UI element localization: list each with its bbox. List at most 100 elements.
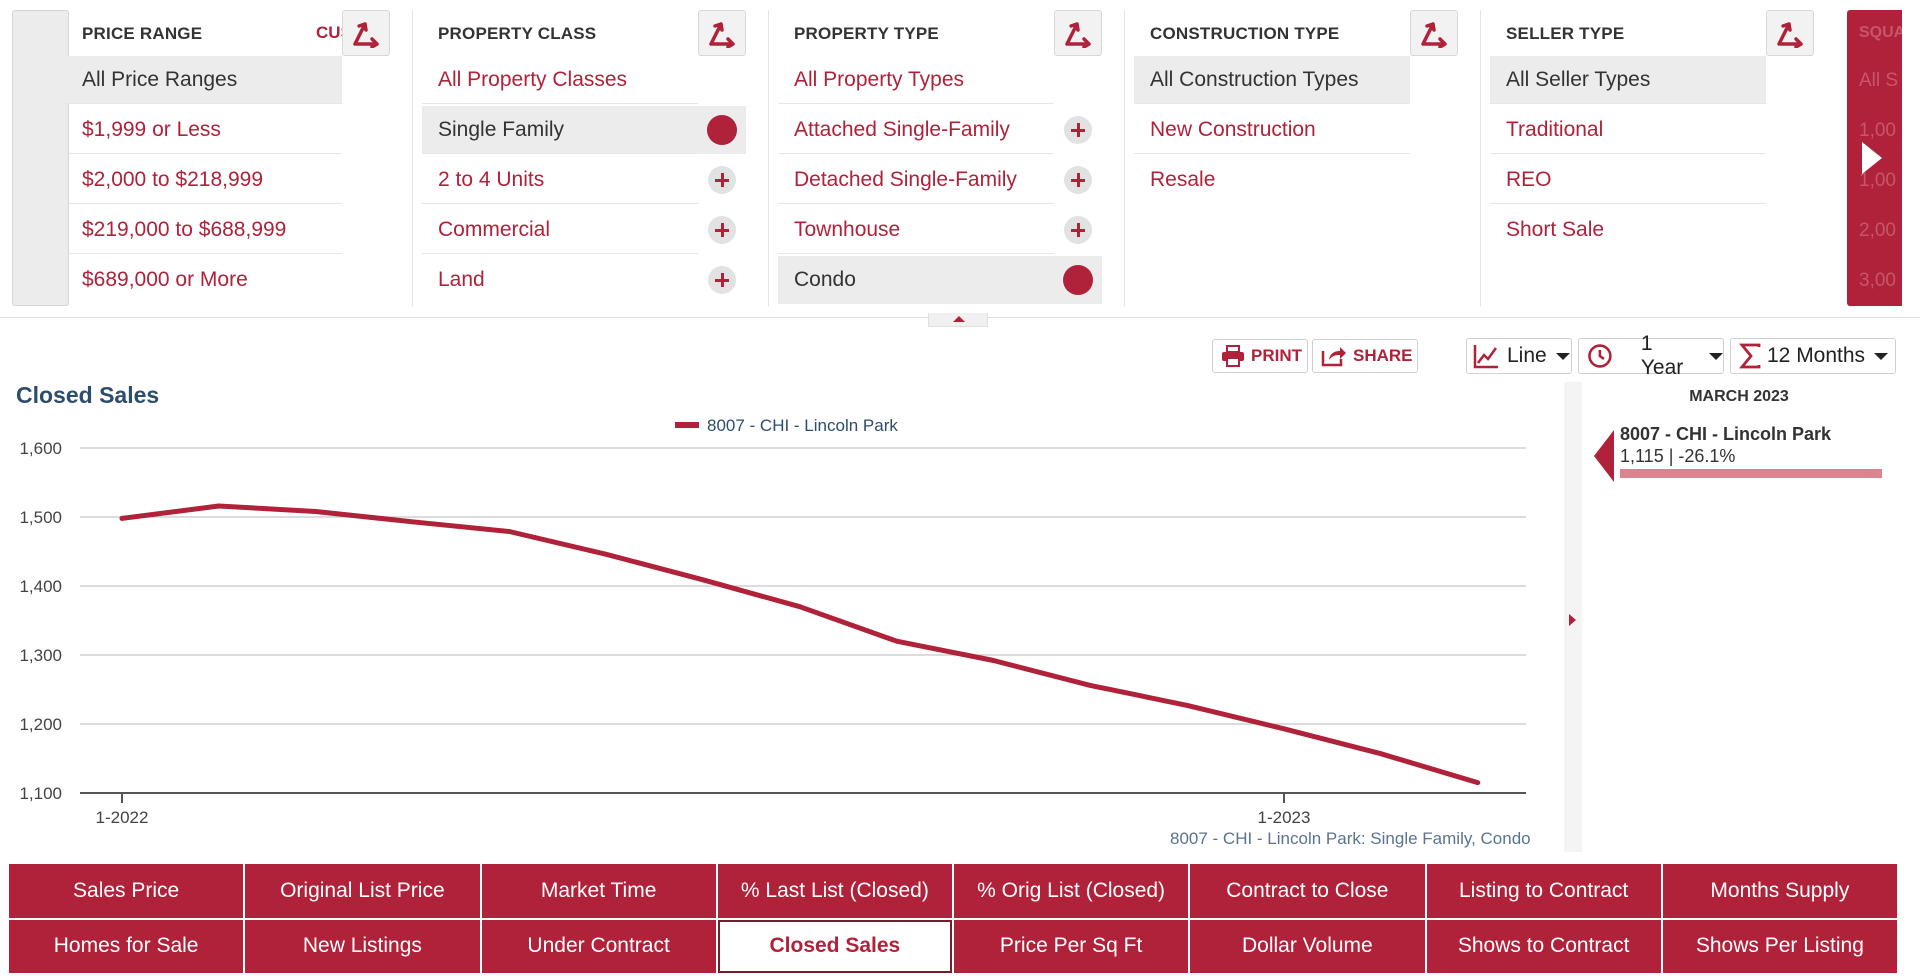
chart-type-dropdown[interactable]: Line (1466, 338, 1572, 374)
data-point[interactable] (119, 515, 125, 521)
add-filter-button[interactable] (698, 206, 746, 254)
filter-option[interactable]: $2,000 to $218,999 (66, 156, 342, 204)
filter-option[interactable]: New Construction (1134, 106, 1410, 154)
seller-type-sort-button[interactable] (1766, 10, 1814, 56)
metric-button[interactable]: Dollar Volume (1190, 919, 1425, 973)
filter-scroll-left-handle[interactable] (12, 10, 69, 306)
partial-column-option: All S (1859, 70, 1899, 91)
chart-legend[interactable]: 8007 - CHI - Lincoln Park (675, 416, 898, 435)
metric-button[interactable]: % Orig List (Closed) (954, 864, 1189, 918)
partial-column-title: SQUA (1859, 24, 1902, 41)
collapse-filters-button[interactable] (928, 313, 988, 327)
metric-button[interactable]: Market Time (481, 864, 716, 918)
metric-button[interactable]: Listing to Contract (1426, 864, 1661, 918)
chart-series (119, 503, 1481, 786)
data-point[interactable] (797, 604, 803, 610)
data-point[interactable] (410, 519, 415, 525)
plus-circle-icon (1064, 166, 1092, 194)
filter-option[interactable]: Resale (1150, 168, 1216, 191)
add-filter-button[interactable] (1054, 206, 1102, 254)
aggregation-value: 12 Months (1767, 344, 1866, 367)
series-line[interactable] (119, 503, 1481, 786)
filter-option[interactable]: Single Family (422, 106, 698, 154)
filter-option[interactable]: Condo (778, 256, 1054, 304)
print-button[interactable]: PRINT (1212, 339, 1308, 373)
filter-option[interactable]: $689,000 or More (82, 268, 248, 291)
x-axis: 1-2022 1-2023 (80, 792, 1526, 827)
chevron-right-icon[interactable] (1862, 142, 1882, 174)
filter-option[interactable]: 2 to 4 Units (422, 156, 698, 204)
price-range-sort-button[interactable] (342, 10, 390, 56)
property-class-sort-button[interactable] (698, 10, 746, 56)
detail-color-bar (1620, 469, 1882, 478)
data-point[interactable] (506, 529, 512, 534)
chevron-right-icon (1569, 614, 1576, 626)
metric-button[interactable]: Closed Sales (717, 919, 952, 973)
period-dropdown[interactable]: 1 Year (1578, 332, 1724, 379)
period-value: 1 Year (1640, 332, 1684, 379)
chevron-down-icon (1555, 352, 1570, 360)
filter-option[interactable]: Land (438, 268, 485, 291)
y-tick-label: 1,100 (19, 784, 62, 803)
metric-button[interactable]: % Last List (Closed) (717, 864, 952, 918)
data-point[interactable] (313, 509, 319, 514)
metric-button[interactable]: Months Supply (1662, 864, 1897, 918)
data-point[interactable] (700, 577, 706, 583)
y-tick-label: 1,500 (19, 508, 62, 527)
filter-option[interactable]: All Property Types (778, 56, 1054, 104)
sort-arrows-icon (1421, 22, 1447, 48)
metric-button[interactable]: Price Per Sq Ft (954, 919, 1189, 973)
partial-column-option: 1,00 (1859, 170, 1896, 191)
filter-option[interactable]: All Price Ranges (66, 56, 342, 104)
sort-arrows-icon (353, 22, 379, 48)
chart-grid (80, 447, 1526, 725)
metric-button[interactable]: Shows to Contract (1426, 919, 1661, 973)
property-type-sort-button[interactable] (1054, 10, 1102, 56)
construction-type-sort-button[interactable] (1410, 10, 1458, 56)
filter-option[interactable]: Townhouse (778, 206, 1054, 254)
metric-button[interactable]: Homes for Sale (9, 919, 244, 973)
filter-option[interactable]: Commercial (422, 206, 698, 254)
metric-button[interactable]: New Listings (245, 919, 480, 973)
add-filter-button[interactable] (698, 156, 746, 204)
data-point[interactable] (1184, 702, 1190, 708)
data-point[interactable] (991, 658, 996, 663)
filter-option[interactable]: $219,000 to $688,999 (66, 206, 342, 254)
add-filter-button[interactable] (698, 256, 746, 304)
filter-option[interactable]: $1,999 or Less (66, 106, 342, 154)
data-point[interactable] (216, 503, 222, 509)
data-point[interactable] (603, 551, 609, 557)
metric-button[interactable]: Original List Price (245, 864, 480, 918)
filter-option[interactable]: All Construction Types (1134, 56, 1410, 104)
selected-marker[interactable] (1054, 256, 1102, 304)
metric-button[interactable]: Contract to Close (1190, 864, 1425, 918)
add-filter-button[interactable] (1054, 106, 1102, 154)
chart-title: Closed Sales (16, 382, 160, 408)
filter-option[interactable]: Detached Single-Family (778, 156, 1054, 204)
plus-circle-icon (1064, 116, 1092, 144)
metric-button[interactable]: Sales Price (9, 864, 244, 918)
data-point[interactable] (1281, 726, 1287, 732)
data-point[interactable] (894, 638, 900, 644)
side-panel-toggle[interactable] (1564, 382, 1582, 852)
filter-option[interactable]: Attached Single-Family (778, 106, 1054, 154)
selected-dot-icon (1063, 265, 1093, 295)
data-point[interactable] (1475, 780, 1481, 786)
metric-button[interactable]: Under Contract (481, 919, 716, 973)
data-point[interactable] (1087, 682, 1093, 688)
metric-button[interactable]: Shows Per Listing (1662, 919, 1897, 973)
aggregation-dropdown[interactable]: 12 Months (1730, 338, 1896, 374)
selected-marker[interactable] (698, 106, 746, 154)
filter-option[interactable]: REO (1490, 156, 1766, 204)
filter-option[interactable]: Traditional (1490, 106, 1766, 154)
filter-option[interactable]: All Seller Types (1490, 56, 1766, 104)
plus-circle-icon (708, 166, 736, 194)
add-filter-button[interactable] (1054, 156, 1102, 204)
chart-type-value: Line (1507, 344, 1547, 367)
print-label: PRINT (1251, 346, 1302, 365)
share-button[interactable]: SHARE (1312, 339, 1418, 373)
filter-option[interactable]: All Property Classes (422, 56, 698, 104)
data-point[interactable] (1378, 751, 1384, 757)
filter-option[interactable]: Short Sale (1506, 218, 1605, 241)
